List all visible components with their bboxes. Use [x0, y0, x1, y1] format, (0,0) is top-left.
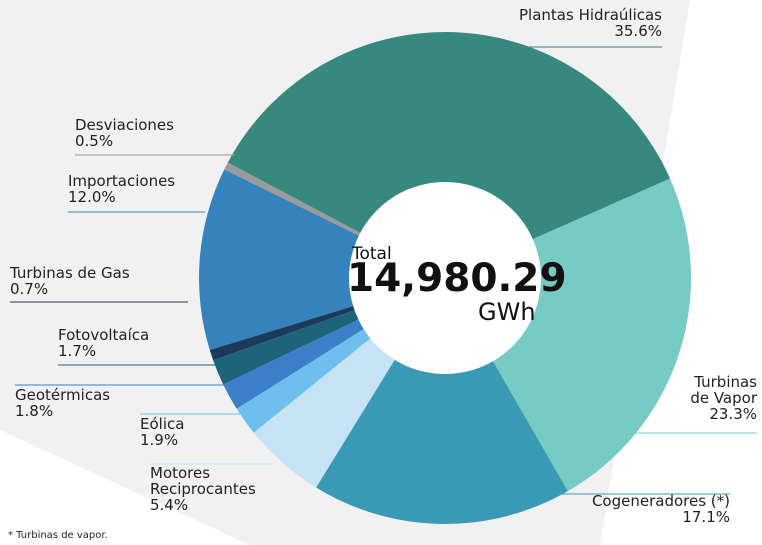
- slice-label: Fotovoltaíca 1.7%: [58, 327, 149, 359]
- label-value: 0.5%: [75, 132, 114, 150]
- label-value: 5.4%: [150, 496, 189, 514]
- slice-label: Eólica 1.9%: [140, 416, 184, 448]
- label-name: Fotovoltaíca: [58, 326, 150, 344]
- label-name: Eólica: [140, 415, 185, 433]
- label-value: 1.8%: [15, 402, 54, 420]
- label-value: 1.7%: [58, 342, 97, 360]
- slice: [227, 31, 671, 279]
- slice-label: Geotérmicas 1.8%: [15, 387, 110, 419]
- label-value: 17.1%: [682, 508, 730, 526]
- slice-label: Plantas Hidraúlicas 35.6%: [519, 7, 662, 39]
- label-value: 1.9%: [140, 431, 179, 449]
- slice-label: Desviaciones 0.5%: [75, 117, 174, 149]
- center-title: Total: [352, 244, 392, 264]
- label-name: Plantas Hidraúlicas: [519, 6, 662, 24]
- slice-label: Motores Reciprocantes 5.4%: [150, 465, 256, 513]
- footnote: * Turbinas de vapor.: [8, 530, 108, 541]
- slice-label: Importaciones 12.0%: [68, 173, 175, 205]
- label-name: Importaciones: [68, 172, 176, 190]
- slice: [316, 278, 568, 524]
- label-name: Geotérmicas: [15, 386, 111, 404]
- label-value: 0.7%: [10, 280, 49, 298]
- label-value: 35.6%: [614, 22, 662, 40]
- center-unit: GWh: [478, 298, 536, 326]
- slice-label: Turbinas de Vapor 23.3%: [690, 374, 757, 422]
- label-name: Motores Reciprocantes: [150, 464, 256, 498]
- label-value: 12.0%: [68, 188, 116, 206]
- label-value: 23.3%: [709, 405, 757, 423]
- background-shape: [0, 430, 250, 545]
- label-name: Turbinas de Vapor: [690, 373, 757, 407]
- label-name: Desviaciones: [75, 116, 174, 134]
- donut-hole: [349, 182, 541, 374]
- slice: [198, 169, 445, 350]
- slice-label: Cogeneradores (*) 17.1%: [592, 493, 730, 525]
- label-name: Turbinas de Gas: [10, 264, 130, 282]
- label-name: Cogeneradores (*): [591, 492, 730, 510]
- slice-label: Turbinas de Gas 0.7%: [10, 265, 130, 297]
- center-value: 14,980.29: [347, 256, 567, 301]
